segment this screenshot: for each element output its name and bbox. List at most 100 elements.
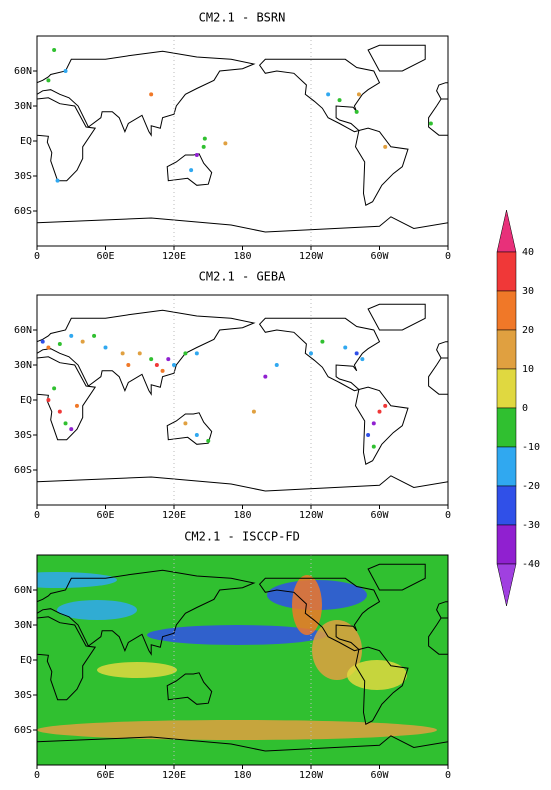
x-tick-label: 60W: [370, 251, 389, 262]
station: [46, 398, 51, 402]
station: [263, 374, 268, 379]
y-tick-label: 60S: [14, 206, 32, 217]
y-tick-label: EQ: [20, 395, 32, 406]
station: [274, 363, 279, 367]
colorbar-bottom: [496, 563, 517, 607]
station: [52, 48, 57, 52]
map-panel: 0 60E 120E 180 120W 60W 0 60N 30N EQ 30S 60S: [14, 35, 451, 262]
station: [371, 444, 376, 449]
station: [194, 433, 199, 437]
coastline: [258, 317, 381, 392]
y-tick-label: 60S: [14, 465, 32, 476]
station: [172, 363, 176, 367]
colorbar-label: 0: [522, 403, 528, 414]
colorbar-top: [496, 209, 517, 253]
coastline: [354, 127, 409, 206]
station: [46, 78, 51, 83]
colorbar-label: -40: [522, 559, 540, 570]
x-tick-label: 0: [445, 510, 451, 521]
map-panel: 0 60E 120E 180 120W 60W 0 60N 30N EQ 30S 60S: [14, 554, 451, 781]
x-tick-label: 120W: [299, 770, 324, 781]
x-tick-label: 120W: [299, 510, 324, 521]
y-tick-label: 30S: [14, 171, 32, 182]
x-tick-label: 0: [445, 251, 451, 262]
field-patch: [147, 625, 327, 645]
field-patch: [97, 662, 177, 678]
coastline: [354, 386, 409, 465]
map-body: [37, 295, 448, 505]
station: [371, 421, 376, 426]
station: [63, 69, 68, 73]
y-tick-label: EQ: [20, 136, 32, 147]
field-patch: [37, 572, 117, 588]
field-patch: [37, 720, 437, 740]
station: [206, 438, 211, 443]
coastline: [367, 303, 426, 331]
coastline: [354, 646, 409, 725]
x-tick-label: 120E: [162, 510, 186, 521]
station: [251, 409, 256, 414]
station: [69, 333, 74, 338]
station: [343, 345, 348, 350]
x-tick-label: 120W: [299, 251, 324, 262]
x-tick-label: 0: [445, 770, 451, 781]
x-tick-label: 60E: [96, 770, 114, 781]
map-panel: 0 60E 120E 180 120W 60W 0 60N 30N EQ 30S 60S: [14, 294, 451, 521]
station: [320, 339, 325, 344]
coastline: [37, 216, 448, 246]
coastline: [37, 569, 256, 656]
colorbar-box: [496, 290, 517, 331]
field-patch: [312, 620, 362, 680]
station: [194, 153, 199, 157]
coastline: [166, 153, 213, 186]
colorbar-label: -30: [522, 520, 540, 531]
station: [137, 351, 142, 356]
station: [189, 168, 194, 173]
coastline: [428, 617, 448, 655]
x-tick-label: 60E: [96, 510, 114, 521]
station: [160, 368, 165, 373]
x-tick-label: 180: [233, 251, 251, 262]
y-tick-label: EQ: [20, 655, 32, 666]
y-tick-label: 60N: [14, 66, 32, 77]
station: [126, 363, 131, 367]
station: [356, 92, 361, 97]
station: [166, 357, 171, 362]
station: [80, 339, 85, 344]
station: [52, 386, 57, 391]
field-patch: [57, 600, 137, 620]
colorbar-label: 20: [522, 325, 534, 336]
station: [74, 403, 79, 408]
colorbar-box: [496, 407, 517, 448]
coastline: [258, 577, 381, 652]
station: [383, 144, 388, 149]
x-tick-label: 180: [233, 770, 251, 781]
coastline: [367, 44, 426, 72]
station: [55, 178, 60, 183]
panel-title: CM2.1 - GEBA: [199, 270, 286, 284]
station: [383, 403, 388, 408]
coastline: [37, 309, 256, 396]
station: [149, 92, 154, 97]
station: [202, 136, 207, 141]
coastline: [436, 341, 448, 359]
coastline: [37, 97, 97, 182]
station: [120, 351, 125, 356]
coastline: [37, 356, 97, 441]
station: [428, 121, 433, 126]
coastline: [37, 50, 256, 137]
station: [63, 421, 68, 426]
colorbar-label: -10: [522, 442, 540, 453]
station: [366, 433, 371, 437]
station: [194, 351, 199, 356]
station: [69, 427, 74, 432]
colorbar-label: -20: [522, 481, 540, 492]
station: [183, 351, 188, 356]
colorbar-label: 40: [522, 247, 534, 258]
coastline: [258, 58, 381, 133]
station: [223, 141, 228, 146]
station: [309, 351, 313, 356]
field-patch: [292, 575, 322, 635]
x-tick-label: 120E: [162, 770, 186, 781]
panel-title: CM2.1 - ISCCP-FD: [184, 530, 300, 544]
